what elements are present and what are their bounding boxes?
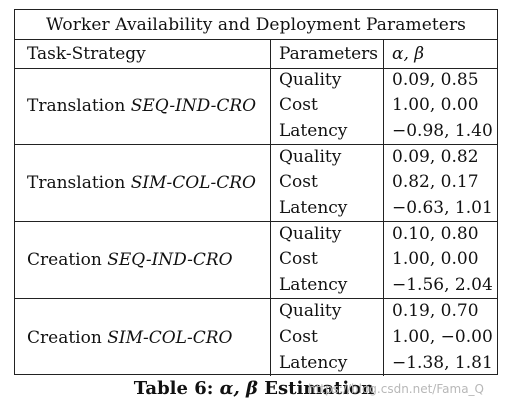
param-column: Quality Cost Latency (270, 145, 383, 221)
header-alpha-beta: α, β (383, 39, 497, 68)
task-strategy-cell: Creation SEQ-IND-CRO (15, 222, 270, 298)
param-label: Cost (279, 326, 318, 347)
param-label: Cost (279, 172, 318, 193)
param-label: Cost (279, 249, 318, 270)
value-column: 0.09, 0.82 0.82, 0.17 −0.63, 1.01 (383, 145, 497, 221)
param-label: Quality (279, 301, 342, 322)
task-name: Translation (27, 173, 126, 193)
param-value: −1.38, 1.81 (392, 352, 493, 373)
param-label: Quality (279, 70, 342, 91)
param-value: 1.00, 0.00 (392, 95, 479, 116)
param-column: Quality Cost Latency (270, 222, 383, 298)
param-value: 0.10, 0.80 (392, 224, 479, 245)
param-label: Quality (279, 224, 342, 245)
param-value: 1.00, 0.00 (392, 249, 479, 270)
task-strategy-cell: Creation SIM-COL-CRO (15, 299, 270, 376)
strategy-name: SEQ-IND-CRO (130, 96, 257, 116)
header-task-strategy: Task-Strategy (27, 43, 146, 64)
param-label: Cost (279, 95, 318, 116)
param-value: −0.63, 1.01 (392, 197, 493, 218)
param-value: 0.09, 0.85 (392, 70, 479, 91)
task-name: Creation (27, 250, 102, 270)
parameter-table: Worker Availability and Deployment Param… (14, 9, 498, 376)
param-value: 1.00, −0.00 (392, 326, 493, 347)
header-parameters: Parameters (270, 39, 383, 68)
table-group: Creation SEQ-IND-CRO Quality Cost Latenc… (15, 222, 497, 299)
param-value: −0.98, 1.40 (392, 120, 493, 141)
task-name: Translation (27, 96, 126, 116)
param-label: Quality (279, 147, 342, 168)
param-value: −1.56, 2.04 (392, 274, 493, 295)
param-label: Latency (279, 274, 348, 295)
task-strategy-cell: Translation SEQ-IND-CRO (15, 68, 270, 144)
value-column: 0.10, 0.80 1.00, 0.00 −1.56, 2.04 (383, 222, 497, 298)
strategy-name: SEQ-IND-CRO (107, 250, 233, 270)
param-value: 0.19, 0.70 (392, 301, 479, 322)
param-label: Latency (279, 120, 348, 141)
caption-greek: α, β (219, 378, 259, 399)
watermark: https://blog.csdn.net/Fama_Q (307, 382, 484, 396)
task-strategy-cell: Translation SIM-COL-CRO (15, 145, 270, 221)
task-name: Creation (27, 327, 102, 348)
table-title: Worker Availability and Deployment Param… (15, 10, 497, 40)
strategy-name: SIM-COL-CRO (130, 173, 256, 193)
caption-label: Table 6: (133, 378, 214, 399)
value-column: 0.09, 0.85 1.00, 0.00 −0.98, 1.40 (383, 68, 497, 144)
table-group: Translation SIM-COL-CRO Quality Cost Lat… (15, 145, 497, 222)
param-value: 0.09, 0.82 (392, 147, 479, 168)
table-group: Creation SIM-COL-CRO Quality Cost Latenc… (15, 299, 497, 376)
table-header-row: Task-Strategy Parameters α, β (15, 39, 497, 69)
param-value: 0.82, 0.17 (392, 172, 479, 193)
caption-text: Estimation (264, 378, 375, 399)
table-group: Translation SEQ-IND-CRO Quality Cost Lat… (15, 68, 497, 145)
param-column: Quality Cost Latency (270, 68, 383, 144)
table-caption: Table 6: α, β Estimation (0, 378, 508, 399)
param-column: Quality Cost Latency (270, 299, 383, 376)
param-label: Latency (279, 352, 348, 373)
value-column: 0.19, 0.70 1.00, −0.00 −1.38, 1.81 (383, 299, 497, 376)
strategy-name: SIM-COL-CRO (107, 327, 233, 348)
param-label: Latency (279, 197, 348, 218)
